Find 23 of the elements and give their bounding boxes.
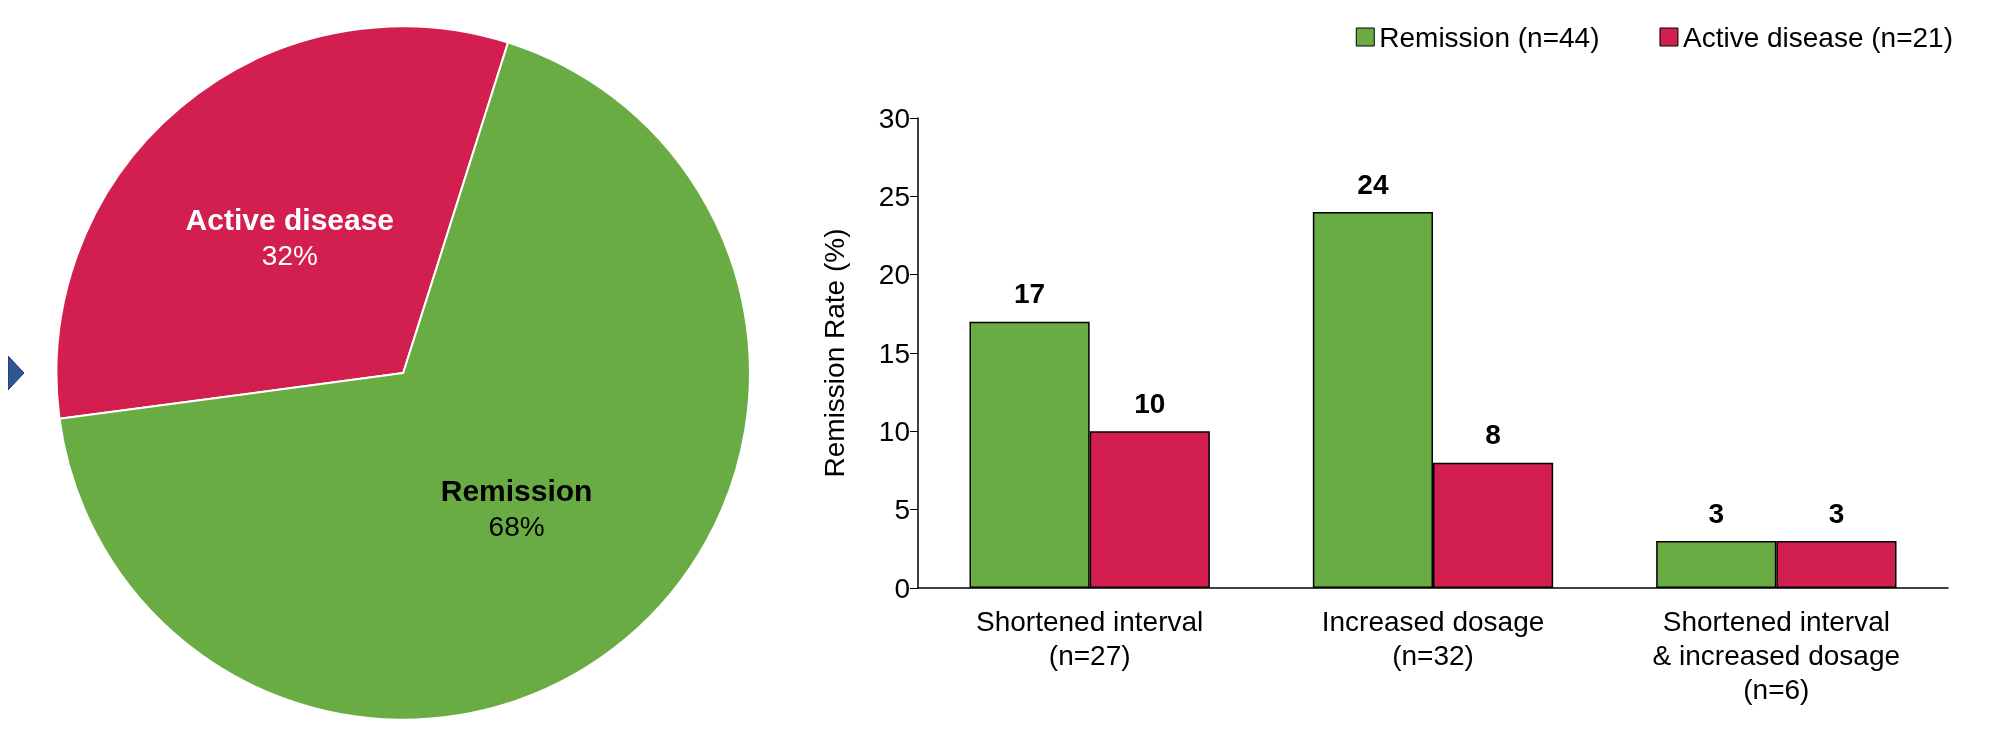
data-label: 32% (261, 240, 318, 272)
x-tick-label: Shortened interval & increased dosage (n=6) (1652, 605, 1901, 705)
x-tick-label: Shortened interval (n=27) (976, 605, 1204, 671)
y-tick-label: 5 (894, 494, 910, 526)
y-tick-label: 10 (878, 415, 910, 447)
slice-label: Remission (440, 473, 593, 507)
legend-label: Active disease (n=21) (1682, 21, 1954, 53)
x-tick-label: Increased dosage (n=32) (1321, 605, 1545, 671)
data-label: 8 (1485, 419, 1501, 451)
y-tick-label: 30 (878, 102, 910, 134)
y-axis-title: Remission Rate (%) (818, 228, 850, 478)
data-label: 17 (1014, 278, 1046, 310)
data-label: 24 (1357, 168, 1389, 200)
data-label: 68% (488, 510, 545, 542)
data-label: 10 (1134, 387, 1166, 419)
legend-label: Remission (n=44) (1379, 21, 1600, 53)
y-tick-label: 0 (894, 572, 910, 604)
y-tick-label: 15 (878, 337, 910, 369)
y-tick-label: 20 (878, 259, 910, 291)
data-label: 3 (1708, 497, 1725, 529)
y-tick-label: 25 (878, 180, 910, 212)
slice-label: Active disease (185, 203, 395, 237)
data-label: 3 (1828, 497, 1845, 529)
